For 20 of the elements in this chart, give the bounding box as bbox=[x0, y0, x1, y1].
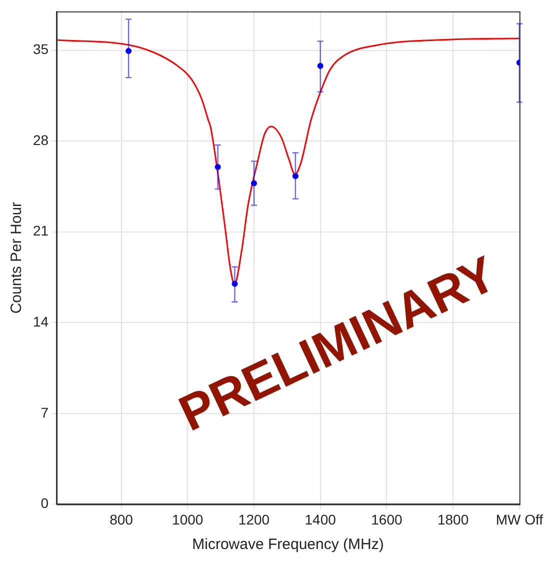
x-tick-label: 1800 bbox=[437, 511, 469, 528]
point bbox=[317, 62, 324, 69]
x-tick-label: 800 bbox=[110, 511, 134, 528]
x-tick-label: 1400 bbox=[304, 511, 336, 528]
point bbox=[250, 180, 257, 186]
x-tick-label: 1000 bbox=[172, 511, 204, 528]
x-tick-label: 1600 bbox=[371, 511, 402, 528]
y-tick-label: 28 bbox=[32, 132, 49, 148]
point bbox=[126, 48, 132, 54]
point bbox=[214, 164, 221, 170]
y-tick-label: 35 bbox=[32, 41, 49, 58]
x-tick-label: MW Off bbox=[496, 511, 544, 528]
y-tick-label: 7 bbox=[40, 404, 49, 420]
y-tick-label: 21 bbox=[32, 222, 49, 239]
y-axis-title: Counts Per Hour bbox=[8, 202, 26, 314]
point bbox=[292, 173, 298, 180]
y-tick-label: 0 bbox=[40, 495, 49, 512]
x-axis-title: Microwave Frequency (MHz) bbox=[192, 536, 384, 554]
x-tick-label: 1200 bbox=[238, 511, 270, 528]
y-tick-label: 14 bbox=[32, 314, 49, 330]
